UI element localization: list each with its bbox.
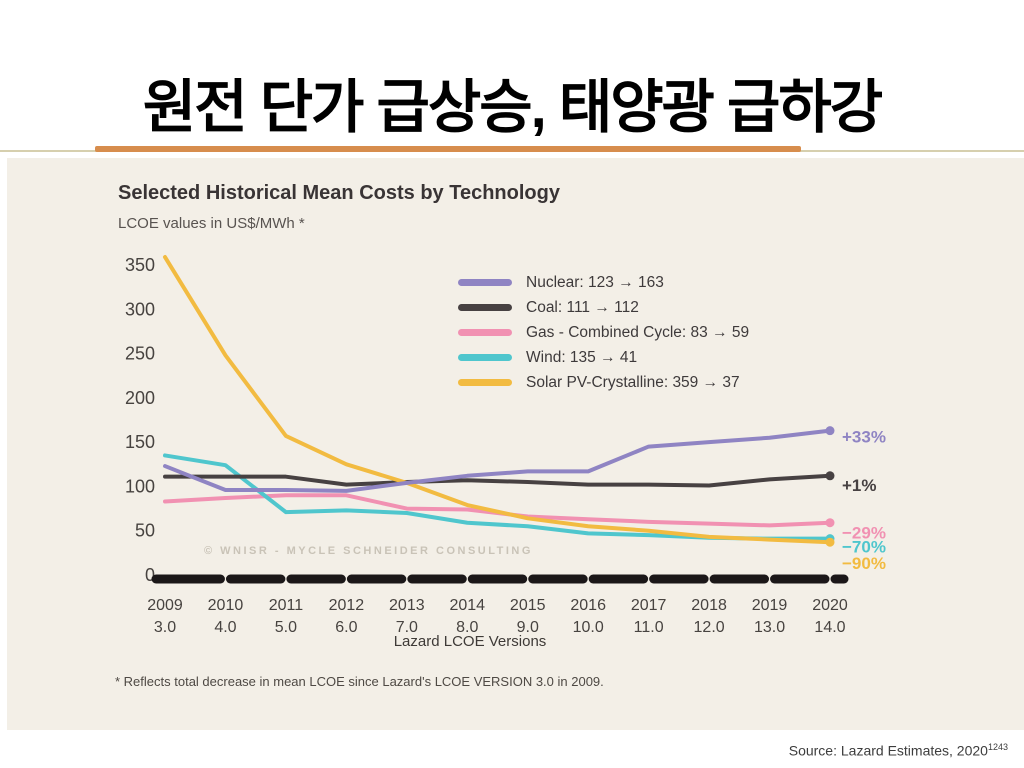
series-line-coal	[163, 473, 832, 488]
legend-item-solar: Solar PV-Crystalline: 359 → 37	[458, 370, 749, 395]
x-tick-version: 13.0	[754, 619, 785, 636]
x-tick-year: 2011	[269, 597, 304, 614]
legend-label-coal: Coal: 111 → 112	[526, 298, 639, 316]
series-line-solar	[163, 255, 832, 545]
y-tick-label: 200	[125, 388, 155, 408]
slide-title: 원전 단가 급상승, 태양광 급하강	[142, 74, 883, 140]
x-tick-year: 2017	[631, 597, 667, 614]
x-tick-year: 2009	[147, 597, 183, 614]
chart-panel: Selected Historical Mean Costs by Techno…	[0, 158, 1024, 730]
legend-label-solar: Solar PV-Crystalline: 359 → 37	[526, 373, 740, 391]
series-end-dot-nuclear	[825, 426, 835, 436]
y-tick-label: 250	[125, 344, 155, 364]
legend-swatch-solar	[458, 379, 512, 386]
x-tick-version: 10.0	[573, 619, 604, 636]
x-tick-version: 12.0	[694, 619, 725, 636]
x-tick-version: 9.0	[517, 619, 539, 636]
legend-swatch-nuclear	[458, 279, 512, 286]
legend-item-coal: Coal: 111 → 112	[458, 295, 749, 320]
y-tick-label: 350	[125, 255, 155, 275]
x-tick-year: 2014	[449, 597, 485, 614]
legend-swatch-wind	[458, 354, 512, 361]
x-tick-year: 2019	[752, 597, 788, 614]
chart-title: Selected Historical Mean Costs by Techno…	[118, 182, 560, 204]
x-tick-version: 5.0	[275, 619, 297, 636]
y-tick-label: 50	[135, 521, 155, 541]
x-tick-year: 2018	[691, 597, 727, 614]
x-tick-year: 2010	[208, 597, 244, 614]
watermark: © WNISR - MYCLE SCHNEIDER CONSULTING	[204, 545, 533, 557]
series-end-label-wind: −70%	[842, 538, 886, 557]
series-end-dot-gas	[825, 518, 835, 528]
x-tick-version: 11.0	[634, 619, 664, 636]
legend-label-gas: Gas - Combined Cycle: 83 → 59	[526, 323, 750, 341]
series-end-label-solar: −90%	[842, 554, 886, 573]
series-end-label-nuclear: +33%	[842, 428, 886, 447]
x-tick-year: 2015	[510, 597, 546, 614]
lcoe-line-chart: 0 50 100 150 200 250 300 350 2009 3.0 2010 4.0 2011 5…	[125, 255, 886, 650]
series-end-dot-coal	[825, 471, 835, 481]
y-tick-label: 300	[125, 299, 155, 319]
series-end-dot-solar	[825, 537, 835, 547]
source-citation: Source: Lazard Estimates, 20201243	[789, 742, 1008, 759]
chart-subtitle: LCOE values in US$/MWh *	[118, 215, 305, 232]
legend-label-nuclear: Nuclear: 123 → 163	[526, 273, 664, 291]
legend-label-wind: Wind: 135 → 41	[526, 348, 638, 366]
legend-item-gas: Gas - Combined Cycle: 83 → 59	[458, 320, 749, 345]
chart-legend: Nuclear: 123 → 163 Coal: 111 → 112 Gas -…	[458, 270, 749, 395]
legend-item-wind: Wind: 135 → 41	[458, 345, 749, 370]
x-tick-year: 2020	[812, 597, 848, 614]
y-tick-label: 100	[125, 476, 155, 496]
x-tick-year: 2016	[570, 597, 606, 614]
source-text: Source: Lazard Estimates, 2020	[788, 742, 988, 759]
legend-item-nuclear: Nuclear: 123 → 163	[458, 270, 749, 295]
x-tick-version: 14.0	[814, 619, 845, 636]
legend-swatch-gas	[458, 329, 512, 336]
series-end-label-gas: −29%	[842, 524, 886, 543]
chart-footnote: * Reflects total decrease in mean LCOE s…	[115, 674, 604, 689]
panel-left-margin	[0, 158, 7, 730]
series-line-nuclear	[163, 428, 832, 493]
x-tick-version: 6.0	[335, 619, 357, 636]
x-tick-version: 4.0	[214, 619, 236, 636]
x-axis-title: Lazard LCOE Versions	[394, 633, 547, 650]
legend-swatch-coal	[458, 304, 512, 311]
x-tick-version: 7.0	[396, 619, 418, 636]
y-tick-label: 0	[145, 565, 155, 585]
source-footnote-number: 1243	[987, 742, 1008, 752]
x-tick-year: 2013	[389, 597, 425, 614]
x-tick-year: 2012	[329, 597, 365, 614]
series-end-label-coal: +1%	[842, 476, 877, 495]
title-divider-accent	[95, 146, 801, 152]
x-tick-version: 3.0	[154, 619, 176, 636]
x-tick-version: 8.0	[456, 619, 478, 636]
y-tick-label: 150	[125, 432, 155, 452]
